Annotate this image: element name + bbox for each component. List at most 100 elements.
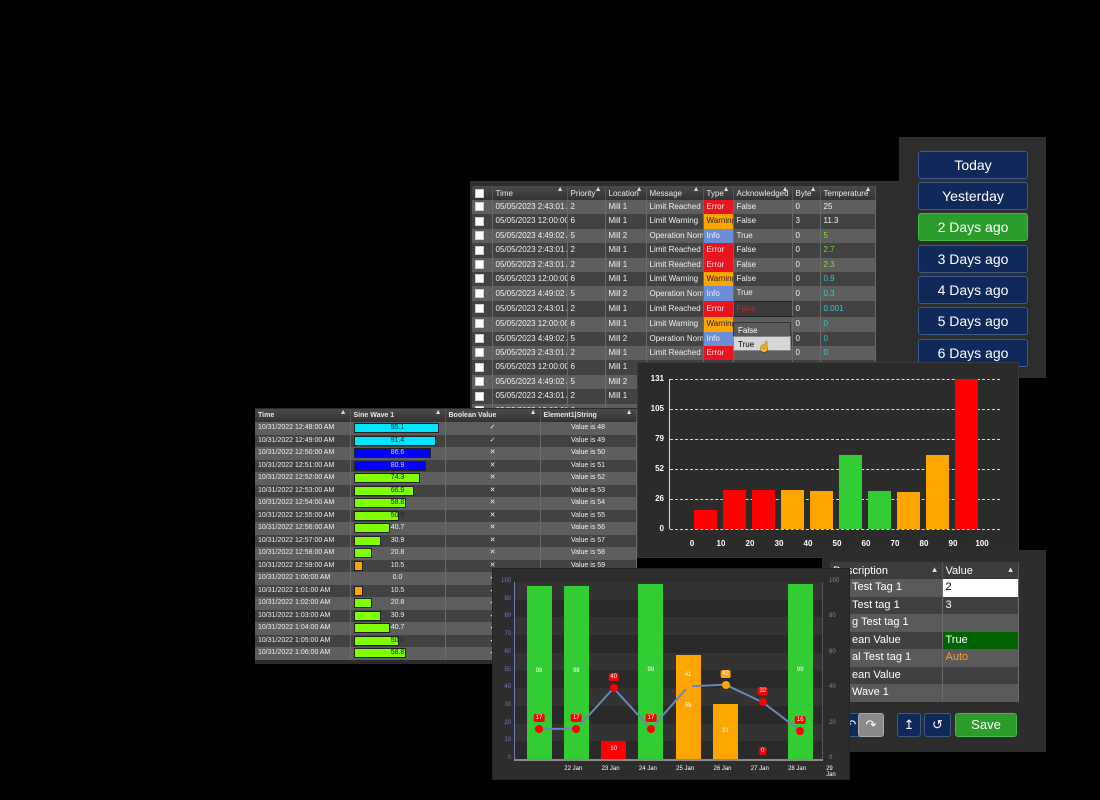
date-button-5-days-ago[interactable]: 5 Days ago (918, 307, 1028, 335)
row-checkbox[interactable] (475, 319, 484, 329)
column-header-description[interactable]: Description ▲ (830, 562, 943, 579)
sine-row[interactable]: 10/31/2022 12:51:00 AM 80.9 ✕ Value is 51 (255, 459, 637, 472)
column-header-element1-string[interactable]: Element1|String ▲ (540, 409, 637, 422)
acknowledged-cell[interactable]: False (733, 257, 793, 273)
line-point[interactable] (721, 680, 730, 689)
histogram-bar[interactable] (781, 490, 804, 529)
column-header-temperature[interactable]: Temperature ▲ (820, 186, 876, 200)
sine-row[interactable]: 10/31/2022 12:52:00 AM 74.3 ✕ Value is 52 (255, 472, 637, 485)
row-checkbox[interactable] (475, 377, 484, 387)
column-header-acknowledged[interactable]: Acknowledged ▲ (733, 186, 793, 200)
line-point[interactable] (758, 698, 767, 707)
histogram-bar[interactable] (723, 490, 746, 529)
sine-row[interactable]: 10/31/2022 12:48:00 AM 95.1 ✓ Value is 48 (255, 422, 637, 435)
acknowledged-cell[interactable]: False (733, 214, 793, 229)
histogram-bar[interactable] (810, 491, 833, 529)
column-header-type[interactable]: Type ▲ (703, 186, 734, 200)
histogram-bar[interactable] (752, 490, 775, 529)
acknowledged-editor[interactable]: False (732, 300, 793, 318)
sine-row[interactable]: 10/31/2022 12:56:00 AM 40.7 ✕ Value is 56 (255, 522, 637, 535)
upload-button[interactable]: ↥ (897, 713, 921, 737)
column-header-value[interactable]: Value ▲ (942, 562, 1019, 579)
row-checkbox[interactable] (475, 348, 484, 358)
row-checkbox[interactable] (475, 231, 484, 241)
date-button-today[interactable]: Today (918, 151, 1028, 179)
row-checkbox[interactable] (475, 274, 484, 284)
row-checkbox[interactable] (475, 304, 484, 314)
sine-row[interactable]: 10/31/2022 12:53:00 AM 66.9 ✕ Value is 53 (255, 484, 637, 497)
select-all-checkbox[interactable] (475, 188, 484, 198)
refresh-button[interactable]: ↺ (924, 713, 951, 737)
tag-row[interactable]: Wave 1 (830, 684, 1019, 702)
row-checkbox[interactable] (475, 289, 484, 299)
line-point[interactable] (609, 684, 618, 693)
line-point[interactable] (535, 724, 543, 733)
column-header-time[interactable]: Time ▲ (492, 186, 568, 200)
redo-button[interactable]: ↷ (858, 713, 884, 737)
value-cell[interactable] (942, 684, 1019, 702)
date-button-yesterday[interactable]: Yesterday (918, 182, 1028, 210)
value-cell[interactable]: 3 (942, 596, 1019, 614)
select-all-header[interactable] (472, 186, 493, 200)
column-header-byte[interactable]: Byte ▲ (792, 186, 821, 200)
ack-dropdown-option-true[interactable]: True ☝ (733, 336, 791, 353)
value-cell[interactable] (942, 614, 1019, 632)
sine-row[interactable]: 10/31/2022 12:55:00 AM 50.0 ✕ Value is 55 (255, 509, 637, 522)
histogram-bar[interactable] (868, 491, 891, 529)
tag-row[interactable]: g Test tag 1 (830, 614, 1019, 632)
column-header-location[interactable]: Location ▲ (605, 186, 647, 200)
line-point[interactable] (684, 682, 693, 691)
line-point[interactable] (796, 726, 805, 735)
line-point[interactable] (572, 724, 581, 733)
acknowledged-cell[interactable]: False (733, 272, 793, 287)
histogram-bar[interactable] (694, 509, 717, 529)
ack-dropdown-option-false[interactable]: False (733, 322, 791, 337)
row-checkbox[interactable] (475, 245, 484, 255)
acknowledged-cell[interactable]: False (733, 243, 793, 258)
histogram-bar[interactable] (955, 379, 978, 529)
value-input[interactable]: 2 (942, 579, 1019, 597)
column-header-boolean-value[interactable]: Boolean Value ▲ (445, 409, 541, 422)
date-button-4-days-ago[interactable]: 4 Days ago (918, 276, 1028, 304)
value-cell[interactable]: True (942, 631, 1019, 649)
sine-row[interactable]: 10/31/2022 12:49:00 AM 91.4 ✓ Value is 49 (255, 434, 637, 447)
histogram-bar[interactable] (926, 454, 949, 529)
row-checkbox[interactable] (475, 362, 484, 372)
sine-row[interactable]: 10/31/2022 12:58:00 AM 20.8 ✕ Value is 58 (255, 547, 637, 560)
value-cell[interactable]: Auto (942, 649, 1019, 667)
tag-row[interactable]: ean Value True (830, 631, 1019, 649)
row-checkbox[interactable] (475, 202, 484, 212)
column-header-sine-wave-1[interactable]: Sine Wave 1 ▲ (350, 409, 446, 422)
sine-row[interactable]: 10/31/2022 12:54:00 AM 58.8 ✕ Value is 54 (255, 497, 637, 510)
sine-row[interactable]: 10/31/2022 12:57:00 AM 30.9 ✕ Value is 57 (255, 534, 637, 547)
acknowledged-cell[interactable]: True (733, 286, 793, 302)
sine-row[interactable]: 10/31/2022 12:50:00 AM 86.6 ✕ Value is 50 (255, 447, 637, 460)
date-button-3-days-ago[interactable]: 3 Days ago (918, 245, 1028, 273)
row-checkbox[interactable] (475, 216, 484, 226)
date-button-2-days-ago[interactable]: 2 Days ago (918, 213, 1028, 241)
histogram-bar[interactable] (897, 492, 920, 529)
tag-row[interactable]: ean Value (830, 666, 1019, 684)
value-cell[interactable] (942, 666, 1019, 684)
row-checkbox[interactable] (475, 334, 484, 344)
histogram-bar[interactable] (839, 454, 862, 529)
combo-bar[interactable] (713, 704, 738, 759)
line-point[interactable] (646, 724, 655, 733)
acknowledged-cell[interactable]: True (733, 228, 793, 244)
save-button[interactable]: Save (955, 713, 1017, 737)
row-checkbox[interactable] (475, 391, 484, 401)
column-header-priority[interactable]: Priority ▲ (567, 186, 606, 200)
